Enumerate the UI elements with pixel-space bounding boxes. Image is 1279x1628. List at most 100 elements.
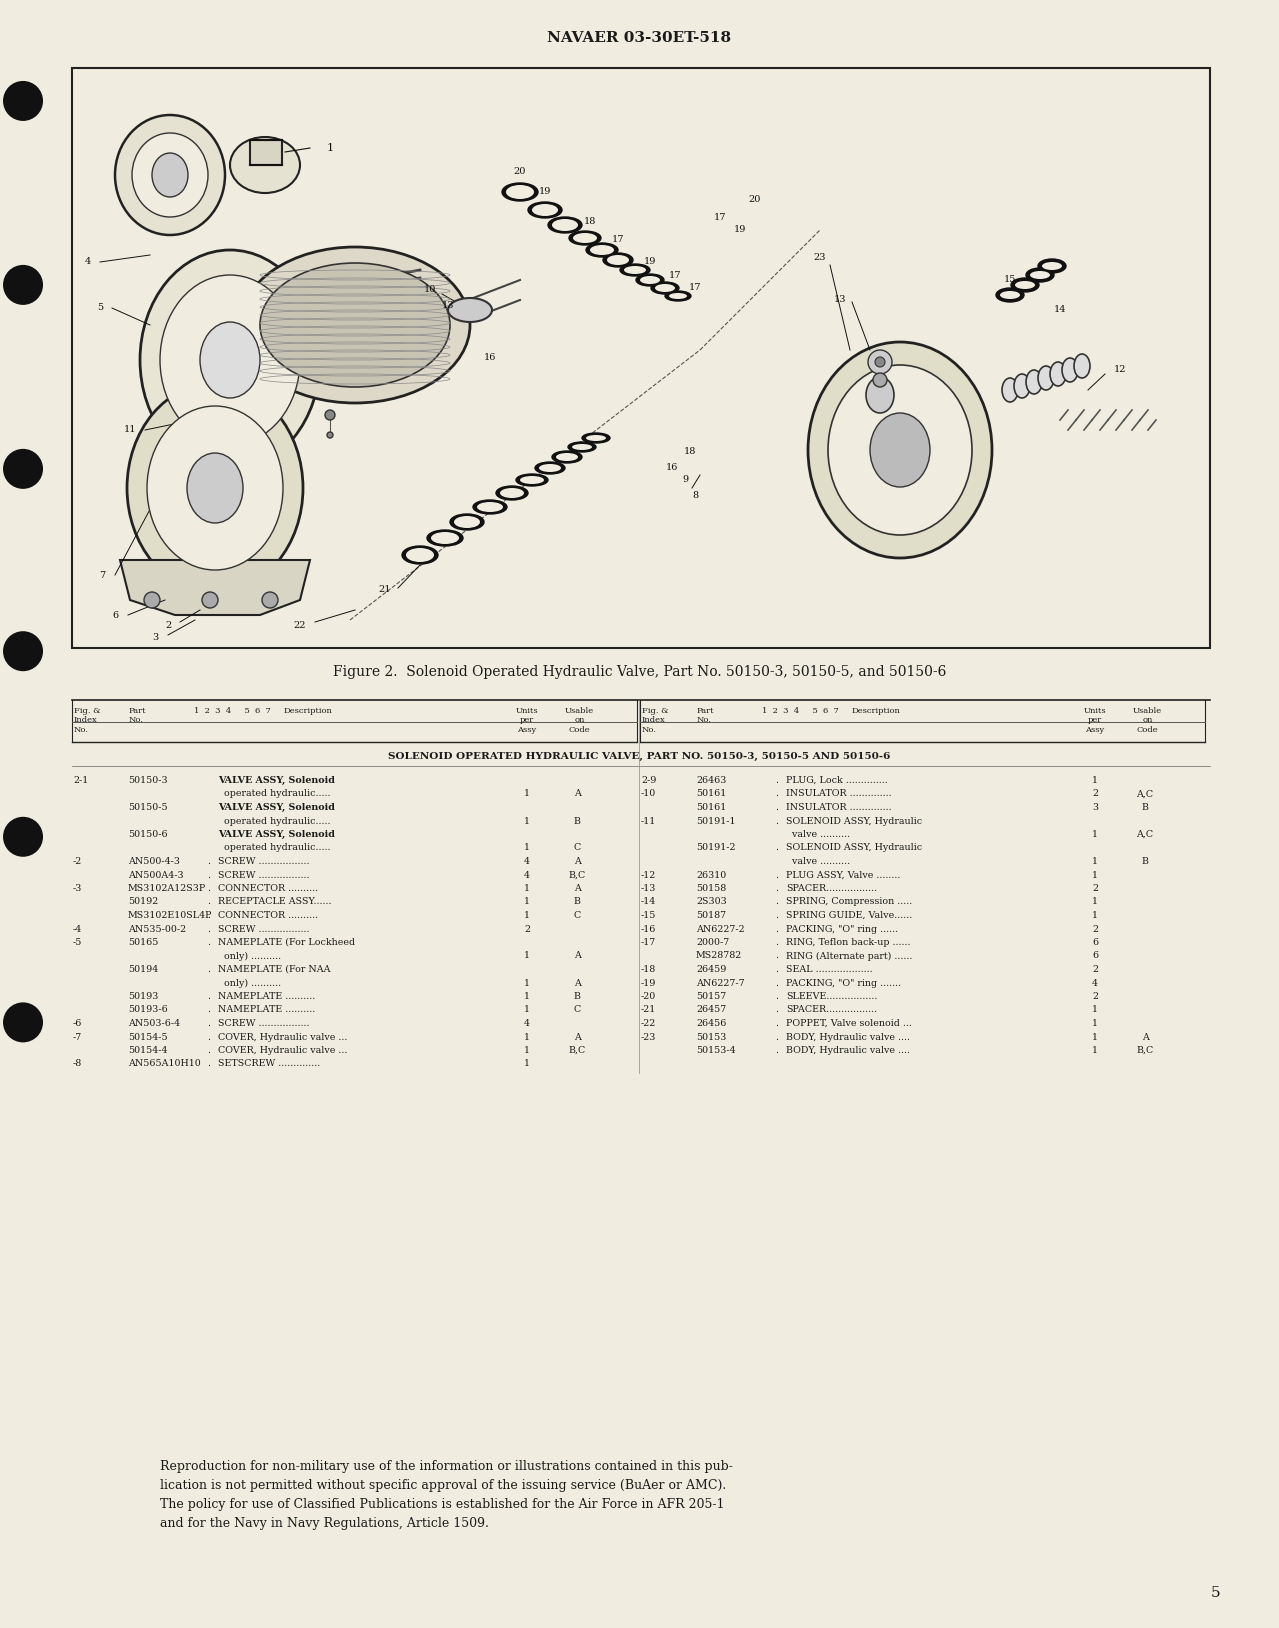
Text: 6: 6 [1092,938,1099,947]
Text: .: . [775,1019,779,1027]
Text: .: . [775,991,779,1001]
Text: SOLENOID ASSY, Hydraulic: SOLENOID ASSY, Hydraulic [787,817,922,825]
Text: 15: 15 [1004,275,1017,285]
Ellipse shape [582,433,610,443]
Text: .: . [207,871,211,879]
Ellipse shape [636,274,664,287]
Text: 16: 16 [483,353,496,363]
Text: 50158: 50158 [696,884,726,894]
Text: 11: 11 [124,425,137,435]
Text: -7: -7 [73,1032,82,1042]
Circle shape [868,350,891,374]
Ellipse shape [1074,353,1090,378]
Text: 1: 1 [1092,1032,1097,1042]
Circle shape [874,373,888,387]
Text: 26310: 26310 [696,871,726,879]
Ellipse shape [586,435,606,441]
Ellipse shape [553,451,582,462]
Text: operated hydraulic.....: operated hydraulic..... [217,790,330,798]
Text: only) ..........: only) .......... [217,978,281,988]
Ellipse shape [586,243,618,257]
Text: .: . [775,965,779,974]
Text: valve ..........: valve .......... [787,856,851,866]
Text: AN6227-7: AN6227-7 [696,978,744,988]
Text: SCREW .................: SCREW ................. [217,925,310,933]
Text: 22: 22 [294,620,306,630]
Text: 1: 1 [524,843,530,853]
Text: 50150-6: 50150-6 [128,830,168,838]
Text: 50153-4: 50153-4 [696,1047,735,1055]
Text: 18: 18 [583,218,596,226]
Text: A: A [573,884,581,894]
Text: AN500A4-3: AN500A4-3 [128,871,184,879]
Text: -12: -12 [641,871,656,879]
Text: 1: 1 [524,897,530,907]
Text: 17: 17 [669,270,682,280]
Ellipse shape [547,217,582,233]
Ellipse shape [132,133,208,217]
Ellipse shape [127,383,303,593]
Text: -13: -13 [641,884,656,894]
Text: A: A [573,1032,581,1042]
Text: 19: 19 [734,226,746,234]
Ellipse shape [669,293,687,300]
Text: B,C: B,C [568,1047,586,1055]
Text: 8: 8 [692,490,698,500]
Text: A: A [573,951,581,961]
Ellipse shape [147,405,283,570]
Text: 50154-4: 50154-4 [128,1047,168,1055]
Text: 1: 1 [1092,1019,1097,1027]
Text: 23: 23 [813,254,826,262]
Ellipse shape [506,186,535,199]
Text: 4: 4 [524,856,530,866]
Text: .: . [775,817,779,825]
Text: VALVE ASSY, Solenoid: VALVE ASSY, Solenoid [217,803,335,812]
Text: POPPET, Valve solenoid ...: POPPET, Valve solenoid ... [787,1019,912,1027]
Text: 1  2  3  4     5  6  7: 1 2 3 4 5 6 7 [193,707,270,715]
Text: 1: 1 [524,1060,530,1068]
Ellipse shape [152,153,188,197]
Ellipse shape [521,475,544,484]
Text: Units
per
Assy: Units per Assy [1083,707,1106,734]
Text: 1: 1 [1092,830,1097,838]
Ellipse shape [655,283,675,291]
Text: INSULATOR ..............: INSULATOR .............. [787,790,891,798]
Text: .: . [207,884,211,894]
Text: 2000-7: 2000-7 [696,938,729,947]
Circle shape [3,1003,43,1042]
Text: .: . [207,1019,211,1027]
Text: 50161: 50161 [696,790,726,798]
Text: C: C [573,912,581,920]
Ellipse shape [1039,259,1065,274]
Text: 4: 4 [524,871,530,879]
Text: SOLENOID ASSY, Hydraulic: SOLENOID ASSY, Hydraulic [787,843,922,853]
Text: A,C: A,C [1137,830,1154,838]
Text: SLEEVE.................: SLEEVE................. [787,991,877,1001]
Text: MS28782: MS28782 [696,951,742,961]
Text: RECEPTACLE ASSY......: RECEPTACLE ASSY...... [217,897,331,907]
Text: 17: 17 [689,283,701,293]
Text: CONNECTOR ..........: CONNECTOR .......... [217,912,318,920]
Text: SPACER.................: SPACER................. [787,1006,877,1014]
Ellipse shape [427,531,463,545]
Text: PLUG, Lock ..............: PLUG, Lock .............. [787,777,888,785]
Text: 1: 1 [524,978,530,988]
Ellipse shape [500,488,524,498]
Ellipse shape [870,414,930,487]
Text: .: . [207,991,211,1001]
Ellipse shape [569,231,601,244]
Text: A: A [573,978,581,988]
Ellipse shape [573,233,597,243]
Text: 3: 3 [1092,803,1099,812]
Ellipse shape [532,204,558,217]
Ellipse shape [1010,278,1039,291]
Ellipse shape [651,282,679,295]
Text: operated hydraulic.....: operated hydraulic..... [217,843,330,853]
Text: COVER, Hydraulic valve ...: COVER, Hydraulic valve ... [217,1047,348,1055]
Circle shape [3,449,43,488]
Text: -21: -21 [641,1006,656,1014]
Text: 5: 5 [1210,1586,1220,1600]
Circle shape [262,593,278,607]
Text: Reproduction for non-military use of the information or illustrations contained : Reproduction for non-military use of the… [160,1460,733,1530]
Text: .: . [207,1047,211,1055]
